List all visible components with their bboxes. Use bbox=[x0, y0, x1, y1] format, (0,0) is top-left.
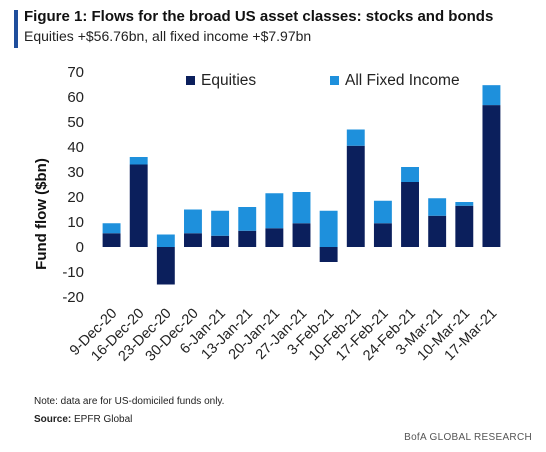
bar-fixed-income-10-Feb-21 bbox=[346, 129, 365, 146]
bar-equities-27-Jan-21 bbox=[292, 223, 311, 247]
bar-fixed-income-16-Dec-20 bbox=[129, 157, 148, 165]
research-credit: BofA GLOBAL RESEARCH bbox=[404, 432, 532, 443]
bar-equities-16-Dec-20 bbox=[129, 164, 148, 247]
title-accent-bar bbox=[14, 10, 18, 48]
bar-equities-3-Mar-21 bbox=[428, 215, 447, 247]
y-tick-label: 30 bbox=[67, 164, 84, 181]
legend-label-equities: Equities bbox=[201, 72, 256, 89]
x-axis: 9-Dec-2016-Dec-2023-Dec-2030-Dec-206-Jan… bbox=[67, 306, 500, 365]
y-tick-label: 40 bbox=[67, 139, 84, 156]
bar-equities-24-Feb-21 bbox=[401, 182, 419, 247]
bar-fixed-income-30-Dec-20 bbox=[184, 209, 202, 234]
y-tick-label: 10 bbox=[67, 214, 84, 231]
bar-fixed-income-13-Jan-21 bbox=[238, 207, 257, 231]
bar-fixed-income-10-Mar-21 bbox=[455, 202, 474, 206]
bar-equities-10-Feb-21 bbox=[346, 145, 365, 247]
legend-swatch-equities bbox=[186, 76, 195, 85]
y-tick-label: 50 bbox=[67, 114, 84, 131]
bars-group bbox=[102, 85, 501, 285]
figure-title: Figure 1: Flows for the broad US asset c… bbox=[24, 8, 494, 25]
bar-equities-6-Jan-21 bbox=[211, 235, 230, 247]
y-axis-label: Fund flow ($bn) bbox=[33, 158, 50, 270]
y-tick-label: 60 bbox=[67, 89, 84, 106]
y-tick-label: 0 bbox=[76, 239, 84, 256]
source-label: Source: bbox=[34, 414, 72, 425]
stacked-bar-chart: -20 -10 0 10 20 30 40 50 60 70 9-Dec-2016-Dec-202… bbox=[33, 64, 501, 365]
bar-fixed-income-17-Mar-21 bbox=[482, 85, 501, 106]
bar-fixed-income-6-Jan-21 bbox=[211, 210, 230, 236]
bar-fixed-income-3-Feb-21 bbox=[319, 210, 338, 247]
source-line: Source: EPFR Global bbox=[34, 414, 132, 425]
bar-equities-13-Jan-21 bbox=[238, 230, 257, 247]
bar-fixed-income-24-Feb-21 bbox=[401, 167, 419, 182]
bar-equities-30-Dec-20 bbox=[184, 233, 202, 247]
y-tick-label: -10 bbox=[62, 264, 84, 281]
source-value: EPFR Global bbox=[74, 414, 133, 425]
legend-label-fixed-income: All Fixed Income bbox=[345, 72, 460, 89]
bar-equities-10-Mar-21 bbox=[455, 205, 474, 247]
y-tick-label: 20 bbox=[67, 189, 84, 206]
bar-equities-17-Feb-21 bbox=[373, 223, 392, 247]
legend: Equities All Fixed Income bbox=[186, 72, 460, 89]
bar-equities-9-Dec-20 bbox=[102, 233, 121, 247]
y-tick-label: 70 bbox=[67, 64, 84, 81]
bar-fixed-income-9-Dec-20 bbox=[102, 223, 121, 234]
footnote: Note: data are for US-domiciled funds on… bbox=[34, 396, 225, 407]
bar-fixed-income-17-Feb-21 bbox=[373, 200, 392, 224]
bar-equities-23-Dec-20 bbox=[156, 247, 175, 285]
bar-fixed-income-23-Dec-20 bbox=[156, 234, 175, 247]
bar-equities-3-Feb-21 bbox=[319, 247, 338, 262]
bar-fixed-income-3-Mar-21 bbox=[428, 198, 447, 216]
y-axis: -20 -10 0 10 20 30 40 50 60 70 bbox=[62, 64, 84, 306]
figure-subtitle: Equities +$56.76bn, all fixed income +$7… bbox=[24, 28, 312, 44]
y-tick-label: -20 bbox=[62, 289, 84, 306]
bar-fixed-income-27-Jan-21 bbox=[292, 192, 311, 224]
bar-equities-20-Jan-21 bbox=[265, 228, 284, 247]
bar-fixed-income-20-Jan-21 bbox=[265, 193, 284, 229]
legend-swatch-fixed-income bbox=[330, 76, 339, 85]
bar-equities-17-Mar-21 bbox=[482, 105, 501, 247]
